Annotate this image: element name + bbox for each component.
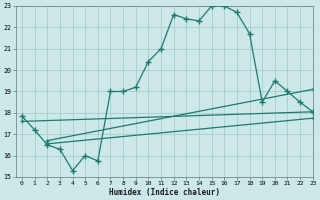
X-axis label: Humidex (Indice chaleur): Humidex (Indice chaleur) <box>109 188 220 197</box>
